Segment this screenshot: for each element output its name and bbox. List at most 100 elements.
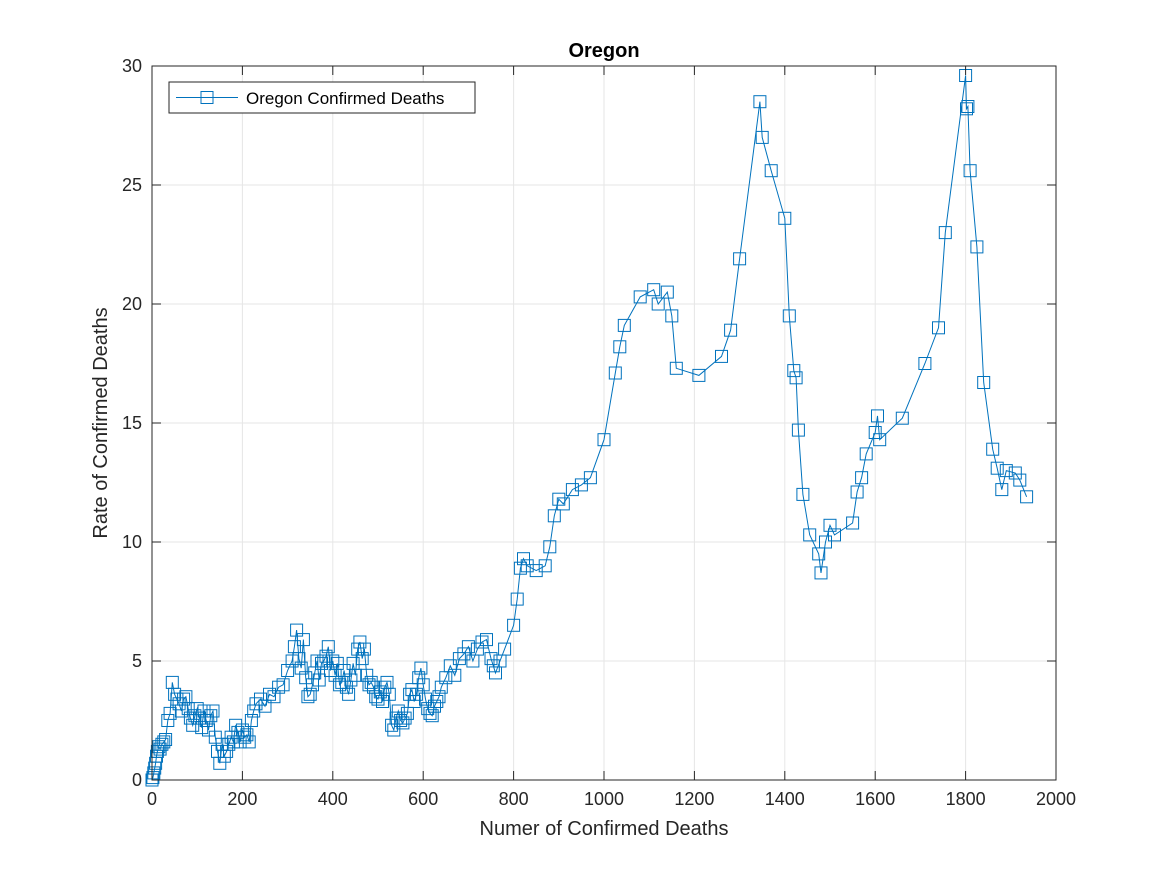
- data-point-marker: [970, 240, 984, 254]
- data-point-marker: [152, 740, 166, 754]
- data-point-marker: [303, 687, 317, 701]
- data-point-marker: [267, 690, 281, 704]
- data-point-marker: [416, 678, 430, 692]
- data-point-marker: [938, 226, 952, 240]
- data-point-marker: [157, 735, 171, 749]
- data-point-marker: [319, 649, 333, 663]
- data-point-marker: [430, 695, 444, 708]
- data-point-marker: [443, 659, 457, 673]
- x-tick-label: 2000: [1036, 789, 1076, 809]
- data-point-marker: [529, 564, 543, 578]
- data-point-marker: [229, 718, 243, 732]
- data-point-marker: [778, 211, 792, 225]
- data-point-marker: [457, 647, 471, 661]
- data-point-marker: [240, 728, 254, 742]
- data-point-marker: [310, 654, 324, 668]
- data-point-marker: [692, 368, 706, 382]
- data-point-marker: [371, 692, 385, 706]
- data-point-marker: [353, 635, 367, 649]
- x-tick-label: 800: [499, 789, 529, 809]
- data-point-marker: [373, 685, 387, 699]
- data-point-marker: [1013, 473, 1027, 487]
- data-point-marker: [147, 766, 161, 780]
- data-point-marker: [814, 566, 828, 580]
- data-point-marker: [448, 668, 462, 682]
- data-point-marker: [398, 711, 412, 725]
- data-point-marker: [419, 692, 432, 706]
- data-point-marker: [220, 744, 234, 758]
- data-point-marker: [480, 633, 493, 647]
- data-point-marker: [285, 654, 299, 668]
- data-point-marker: [547, 509, 561, 523]
- data-point-marker: [177, 692, 191, 706]
- data-point-marker: [155, 737, 169, 751]
- data-point-marker: [475, 635, 489, 649]
- data-point-marker: [960, 102, 973, 116]
- data-point-marker: [339, 680, 353, 694]
- data-point-marker: [263, 687, 276, 701]
- data-point-marker: [617, 318, 631, 332]
- data-point-marker: [846, 516, 860, 530]
- data-point-marker: [995, 483, 1009, 497]
- data-point-marker: [326, 654, 340, 668]
- data-point-marker: [199, 714, 213, 727]
- data-point-marker: [168, 687, 182, 701]
- x-tick-label: 1200: [674, 789, 714, 809]
- data-point-marker: [197, 704, 211, 718]
- data-point-marker: [461, 640, 475, 654]
- data-point-marker: [574, 478, 588, 492]
- data-point-marker: [753, 95, 767, 109]
- data-point-marker: [348, 668, 362, 682]
- data-point-marker: [208, 730, 222, 744]
- data-point-marker: [565, 483, 579, 497]
- data-point-marker: [812, 547, 826, 561]
- data-point-marker: [665, 309, 679, 323]
- data-point-marker: [146, 771, 160, 785]
- data-point-marker: [355, 652, 369, 666]
- data-point-marker: [272, 680, 286, 694]
- data-point-marker: [337, 664, 351, 677]
- data-point-marker: [425, 709, 439, 723]
- data-point-marker: [963, 164, 977, 178]
- data-point-marker: [242, 735, 256, 749]
- data-point-marker: [787, 364, 801, 378]
- x-tick-label: 1400: [765, 789, 805, 809]
- x-tick-label: 400: [318, 789, 348, 809]
- data-point-marker: [669, 361, 683, 375]
- data-point-marker: [868, 426, 882, 439]
- x-tick-label: 1800: [946, 789, 986, 809]
- x-tick-label: 200: [227, 789, 257, 809]
- data-point-marker: [828, 528, 841, 542]
- data-point-marker: [434, 680, 448, 694]
- data-point-marker: [484, 652, 498, 666]
- data-point-marker: [342, 687, 356, 701]
- data-point-marker: [613, 340, 627, 354]
- data-point-marker: [183, 711, 197, 725]
- data-point-marker: [724, 323, 738, 337]
- data-point-marker: [235, 723, 249, 737]
- data-point-marker: [378, 680, 392, 694]
- axis-ticks: [151, 65, 1057, 781]
- y-tick-label: 10: [122, 532, 142, 552]
- data-point-marker: [181, 702, 195, 716]
- data-point-marker: [1020, 490, 1034, 504]
- data-point-marker: [538, 559, 552, 573]
- data-point-marker: [859, 447, 873, 461]
- data-point-marker: [186, 718, 200, 732]
- data-point-marker: [400, 706, 414, 720]
- x-tick-label: 600: [408, 789, 438, 809]
- data-point-marker: [432, 690, 446, 704]
- legend-marker-square: [200, 91, 214, 104]
- data-point-marker: [159, 733, 173, 746]
- data-point-marker: [977, 376, 991, 389]
- data-point-marker: [161, 714, 175, 727]
- data-point-marker: [608, 366, 622, 380]
- y-tick-label: 0: [132, 770, 142, 790]
- data-point-marker: [321, 640, 335, 654]
- chart-title: Oregon: [568, 40, 639, 62]
- data-point-marker: [873, 433, 887, 447]
- data-point-marker: [249, 697, 263, 711]
- data-point-marker: [782, 309, 796, 323]
- data-point-marker: [403, 687, 417, 701]
